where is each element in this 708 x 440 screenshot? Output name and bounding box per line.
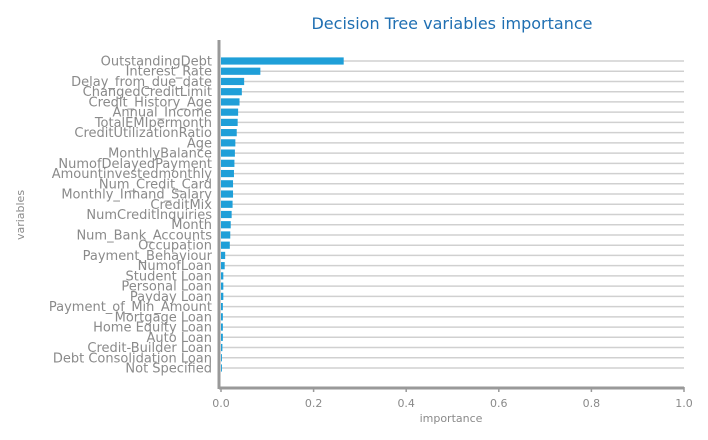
category-label: Monthly_Inhand_Salary: [61, 188, 212, 203]
bar: [221, 221, 231, 229]
category-label: Amountinvestedmonthly: [52, 167, 213, 182]
bar: [221, 343, 223, 352]
x-tick-label: 0.0: [212, 397, 230, 410]
bar: [221, 129, 237, 137]
category-label: Credit-Builder Loan: [87, 341, 212, 356]
category-label: Num_Bank_Accounts: [76, 228, 212, 243]
bar: [221, 200, 233, 208]
category-label: Payment_Behaviour: [83, 249, 213, 264]
bar: [221, 57, 344, 65]
category-label: Payday Loan: [130, 290, 212, 305]
bar: [221, 67, 261, 75]
chart-title: Decision Tree variables importance: [311, 14, 592, 33]
bar: [221, 149, 235, 157]
bar: [221, 231, 231, 239]
bar: [221, 139, 236, 147]
bar: [221, 180, 234, 188]
bar: [221, 210, 232, 219]
bar: [221, 98, 240, 106]
category-label: NumofLoan: [138, 259, 212, 274]
bar: [221, 323, 223, 331]
bar: [221, 159, 235, 167]
category-label: ChangedCreditLimit: [83, 85, 212, 100]
category-label: Month: [171, 218, 212, 233]
category-label: Mortgage Loan: [115, 310, 212, 325]
x-tick-label: 0.4: [397, 397, 415, 410]
category-label: Credit_History_Age: [89, 95, 213, 110]
bar: [221, 88, 242, 96]
x-tick-label: 0.6: [490, 397, 508, 410]
category-label: Age: [187, 136, 212, 151]
x-tick-label: 0.2: [305, 397, 323, 410]
category-label: OutstandingDebt: [101, 55, 212, 70]
bars: [221, 57, 344, 372]
category-label: Delay_from_due_date: [71, 75, 212, 90]
bar: [221, 313, 223, 321]
category-label: Not Specified: [125, 362, 212, 377]
category-label: Annual_Income: [112, 106, 212, 121]
y-axis-label: variables: [14, 190, 27, 240]
category-label: Debt Consolidation Loan: [53, 351, 212, 366]
bar: [221, 282, 224, 290]
category-label: Student Loan: [126, 269, 212, 284]
bar: [221, 364, 222, 372]
category-label: NumCreditInquiries: [86, 208, 212, 223]
category-label: Payment_of_Min_Amount: [49, 300, 212, 315]
category-label: Interest_Rate: [126, 65, 212, 80]
bar: [221, 251, 226, 260]
category-label: Auto Loan: [147, 331, 213, 346]
bar: [221, 292, 224, 300]
bar: [221, 303, 223, 311]
category-label: CreditUtilizationRatio: [74, 126, 212, 141]
bar: [221, 118, 238, 126]
bar: [221, 272, 224, 280]
category-label: CreditMix: [150, 198, 212, 213]
bar: [221, 169, 234, 178]
category-label: TotalEMIpermonth: [94, 116, 212, 131]
bar: [221, 108, 239, 116]
category-labels: OutstandingDebtInterest_RateDelay_from_d…: [49, 55, 213, 377]
category-label: NumofDelayedPayment: [58, 157, 212, 172]
category-label: Num_Credit_Card: [99, 177, 212, 192]
gridlines: [221, 60, 684, 369]
x-axis-ticks: 0.0 0.2 0.4 0.6 0.8 1.0: [212, 387, 693, 410]
bar: [221, 190, 234, 198]
x-axis-label: importance: [420, 412, 483, 425]
bar: [221, 333, 223, 341]
category-label: Occupation: [138, 239, 212, 254]
x-tick-label: 1.0: [675, 397, 693, 410]
bar: [221, 354, 222, 362]
category-label: MonthlyBalance: [108, 147, 212, 162]
category-label: Home Equity Loan: [93, 321, 212, 336]
bar: [221, 241, 230, 249]
bar: [221, 262, 225, 270]
bar: [221, 77, 245, 86]
category-label: Personal Loan: [121, 280, 212, 295]
x-tick-label: 0.8: [583, 397, 601, 410]
